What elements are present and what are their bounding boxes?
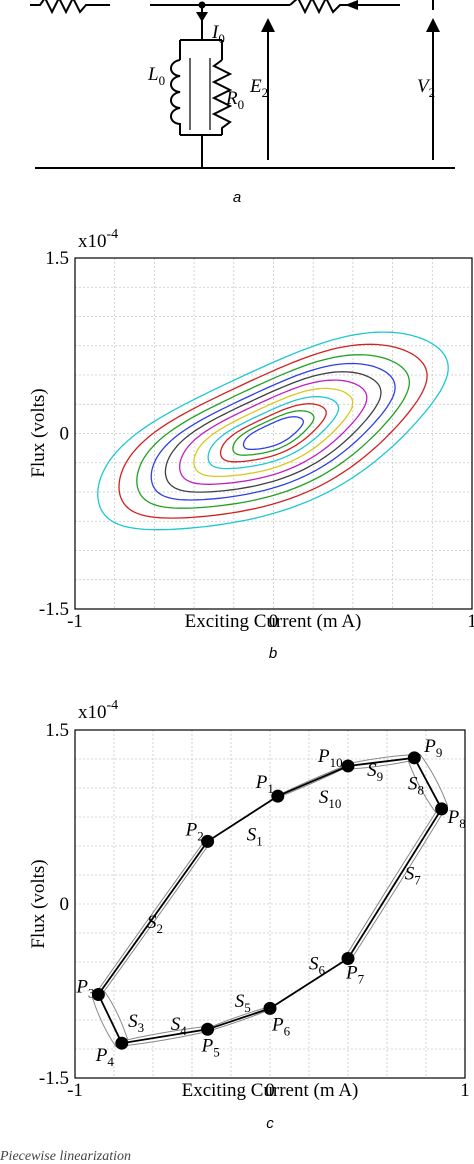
point-label-p10: P10	[317, 746, 343, 770]
piecewise-polygon	[97, 756, 443, 1045]
point-marker-p1	[271, 789, 285, 803]
tick-labels: -1 0 1 1.5 0 -1.5	[39, 248, 474, 632]
segment-label-s6: S6	[309, 953, 326, 977]
segment-label-s3: S3	[128, 1011, 144, 1035]
hysteresis-loop-8	[207, 395, 340, 470]
y-tick-label: 0	[60, 424, 70, 445]
x-tick-label: 1	[467, 611, 474, 632]
inductor-l0	[170, 59, 181, 135]
plot-frame	[74, 257, 473, 610]
point-marker-p10	[341, 759, 355, 773]
left-resistor	[30, 0, 110, 15]
shunt-split	[179, 39, 223, 60]
label-l0: L0	[147, 64, 165, 88]
segment-label-s9: S9	[367, 760, 383, 784]
label-v2: V2	[417, 76, 435, 100]
e2-arrowhead	[261, 18, 275, 32]
piecewise-linearization-chart: P1 P2 P3 P4 P5 P6 P7 P8 P9 P10 S1 S2 S3 S4 S5 S6 S7 S8 S9 S…	[0, 698, 470, 1164]
point-label-p8: P8	[447, 807, 466, 831]
i0-arrowhead	[196, 12, 208, 22]
segment-label-s5: S5	[235, 991, 251, 1015]
junction-node	[198, 1, 206, 9]
hysteresis-loop-6	[179, 379, 368, 485]
tick-labels: -1 0 1 1.5 0 -1.5	[39, 720, 470, 1101]
point-label-p1: P1	[255, 772, 274, 796]
segment-label-s1: S1	[247, 825, 263, 849]
shunt-join	[180, 134, 222, 168]
measured-curve-1	[103, 753, 449, 1041]
x-axis-label: Exciting Current (m A)	[182, 1080, 359, 1101]
x-tick-label: -1	[67, 1080, 83, 1101]
point-marker-p2	[201, 834, 215, 848]
linearized-segments	[97, 756, 443, 1045]
hysteresis-loop-5	[164, 371, 382, 493]
right-resistor	[289, 0, 355, 15]
segment-label-s10: S10	[319, 787, 342, 811]
x-axis-label: Exciting Current (m A)	[185, 611, 362, 632]
x-tick-label: 0	[269, 611, 279, 632]
circuit-diagram: I0 L0 R0 E2 V2 a	[30, 0, 455, 206]
point-marker-p8	[435, 802, 449, 816]
y-tick-label: 0	[60, 894, 70, 915]
y-axis-label: Flux (volts)	[28, 388, 49, 477]
y-tick-label: -1.5	[39, 1068, 69, 1089]
hysteresis-loop-3	[136, 354, 411, 509]
caption-b: b	[269, 645, 277, 662]
plot-frame	[74, 729, 466, 1079]
core-lines	[189, 58, 211, 130]
breakpoints: P1 P2 P3 P4 P5 P6 P7 P8 P9 P10 S1 S2 S3 S4 S5 S6 S7 S8 S9 S…	[75, 736, 465, 1069]
x-tick-label: 1	[460, 1080, 470, 1101]
point-label-p9: P9	[423, 736, 442, 760]
y-tick-label: 1.5	[45, 248, 69, 269]
point-marker-p7	[341, 952, 355, 966]
segment-label-s4: S4	[171, 1014, 188, 1038]
segment-label-s2: S2	[147, 912, 163, 936]
resistor-r0	[211, 59, 233, 135]
label-r0: R0	[225, 88, 244, 112]
y-tick-label: 1.5	[45, 720, 69, 741]
label-e2: E2	[249, 76, 268, 100]
point-marker-p9	[407, 751, 421, 765]
point-label-p4: P4	[95, 1045, 115, 1069]
x-tick-label: -1	[67, 611, 83, 632]
point-label-p6: P6	[271, 1014, 291, 1038]
point-marker-p3	[91, 987, 105, 1001]
hysteresis-loops-chart: -1 0 1 1.5 0 -1.5 x10-4 Exciting Current (m A…	[28, 227, 474, 662]
hysteresis-loop-10	[232, 410, 315, 456]
chart-grid	[75, 730, 465, 1078]
y-multiplier: x10-4	[78, 227, 118, 252]
y-tick-label: -1.5	[39, 599, 69, 620]
point-marker-p5	[201, 1022, 215, 1036]
point-label-p7: P7	[345, 963, 365, 987]
hysteresis-loop-11	[242, 416, 304, 451]
caption-c: c	[266, 1115, 274, 1132]
v2-arrowhead	[426, 18, 440, 32]
hysteresis-loop-7	[193, 387, 354, 478]
chart-grid	[75, 258, 472, 609]
y-axis-label: Flux (volts)	[28, 859, 49, 948]
label-i0: I0	[211, 22, 225, 46]
point-label-p3: P3	[75, 976, 94, 1000]
hysteresis-loop-2	[118, 343, 428, 519]
loop-series	[97, 331, 449, 531]
hysteresis-loop-9	[219, 403, 327, 463]
y-multiplier: x10-4	[78, 698, 118, 723]
segment-label-s8: S8	[408, 773, 424, 797]
x-tick-label: 0	[265, 1080, 275, 1101]
hysteresis-loop-1	[97, 331, 449, 531]
caption-a: a	[233, 189, 241, 206]
point-label-p2: P2	[185, 819, 204, 843]
footer-caption: Piecewise linearization	[0, 1149, 131, 1164]
point-label-p5: P5	[201, 1035, 220, 1059]
hysteresis-loop-4	[150, 362, 396, 501]
segment-label-s7: S7	[405, 864, 422, 888]
point-marker-p6	[263, 1001, 277, 1015]
point-marker-p4	[115, 1036, 129, 1050]
top-arrowhead	[345, 0, 358, 10]
